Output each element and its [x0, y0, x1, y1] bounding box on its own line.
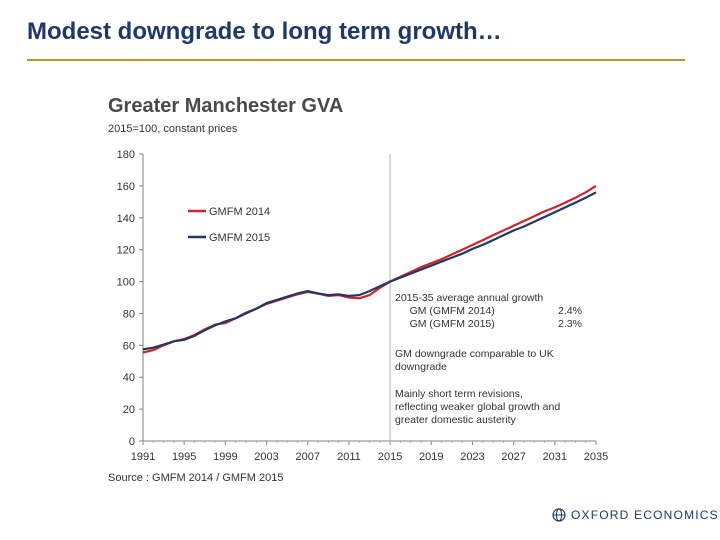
annotation-text: reflecting weaker global growth and [395, 401, 560, 413]
chart-legend: GMFM 2014 GMFM 2015 [188, 206, 270, 244]
y-tick-label: 40 [123, 372, 135, 384]
legend-label-gmfm-2014: GMFM 2014 [209, 206, 270, 218]
annotation-text: 2015-35 average annual growth [395, 292, 543, 304]
y-tick-label: 180 [117, 149, 135, 161]
chart-annotations: 2015-35 average annual growth GM (GMFM 2… [395, 292, 582, 426]
annotation-text: greater domestic austerity [395, 414, 517, 426]
annotation-text: downgrade [395, 361, 447, 373]
chart-series [142, 184, 597, 354]
x-tick-label: 2031 [543, 451, 567, 463]
annotation-text: GM (GMFM 2015) [395, 318, 495, 330]
x-tick-label: 1991 [131, 451, 155, 463]
y-tick-label: 80 [123, 308, 135, 320]
annotation-value: 2.3% [558, 318, 582, 330]
x-tick-label: 2035 [584, 451, 608, 463]
x-tick-label: 1995 [172, 451, 196, 463]
x-tick-label: 2015 [378, 451, 402, 463]
slide-title: Modest downgrade to long term growth… [27, 18, 502, 45]
logo-text: OXFORD ECONOMICS [571, 508, 719, 522]
y-tick-label: 160 [117, 181, 135, 193]
x-tick-label: 2007 [295, 451, 319, 463]
chart-title: Greater Manchester GVA [108, 95, 344, 117]
oxford-economics-logo: OXFORD ECONOMICS [552, 508, 719, 522]
x-tick-label: 1999 [213, 451, 237, 463]
annotation-text: GM (GMFM 2014) [395, 305, 495, 317]
y-tick-label: 60 [123, 340, 135, 352]
y-tick-label: 140 [117, 213, 135, 225]
chart-source: Source : GMFM 2014 / GMFM 2015 [108, 472, 284, 484]
x-tick-label: 2011 [337, 451, 361, 463]
series-line-gmfm-2015 [142, 191, 597, 351]
x-tick-label: 2027 [501, 451, 525, 463]
annotation-value: 2.4% [558, 305, 582, 317]
y-tick-label: 100 [117, 277, 135, 289]
globe-icon [552, 508, 566, 522]
title-divider [27, 59, 685, 61]
y-tick-label: 120 [117, 245, 135, 257]
annotation-text: Mainly short term revisions, [395, 388, 523, 400]
y-tick-label: 20 [123, 404, 135, 416]
chart-subtitle: 2015=100, constant prices [108, 123, 238, 135]
chart-axes: 0 20 40 60 80 100 120 140 160 180 1991 1995 1999 2003… [117, 149, 609, 463]
annotation-text: GM downgrade comparable to UK [395, 348, 554, 360]
x-tick-label: 2003 [254, 451, 278, 463]
y-tick-label: 0 [129, 436, 135, 448]
x-tick-label: 2019 [419, 451, 443, 463]
x-tick-label: 2023 [460, 451, 484, 463]
legend-label-gmfm-2015: GMFM 2015 [209, 232, 270, 244]
